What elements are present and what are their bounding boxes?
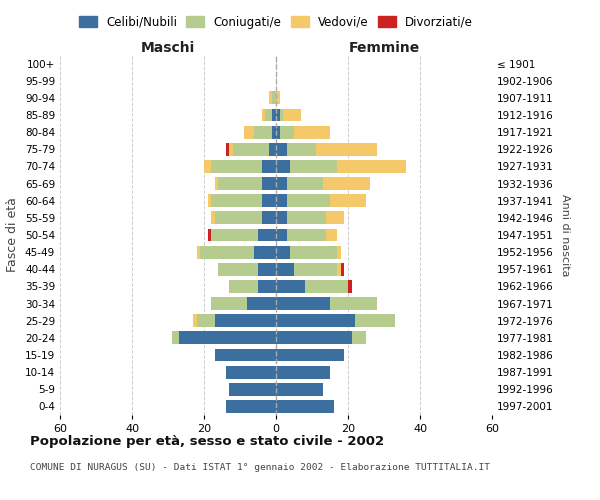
Bar <box>352 332 366 344</box>
Bar <box>337 246 341 258</box>
Bar <box>208 228 211 241</box>
Bar <box>316 143 377 156</box>
Bar <box>276 314 355 327</box>
Bar <box>211 297 247 310</box>
Bar <box>330 297 377 310</box>
Bar <box>337 263 341 276</box>
Bar <box>276 212 287 224</box>
Bar <box>218 263 258 276</box>
Bar <box>211 194 262 207</box>
Text: Popolazione per età, sesso e stato civile - 2002: Popolazione per età, sesso e stato civil… <box>30 435 384 448</box>
Bar <box>226 366 276 378</box>
Bar <box>229 143 233 156</box>
Bar <box>272 92 276 104</box>
Bar <box>179 332 276 344</box>
Bar <box>276 92 280 104</box>
Bar <box>172 332 179 344</box>
Bar <box>337 160 406 173</box>
Bar <box>287 228 326 241</box>
Bar <box>326 228 337 241</box>
Bar <box>276 383 323 396</box>
Bar <box>229 280 258 293</box>
Bar <box>262 212 276 224</box>
Bar <box>276 332 352 344</box>
Bar <box>272 108 276 122</box>
Bar <box>193 314 197 327</box>
Text: Femmine: Femmine <box>349 41 419 55</box>
Bar <box>276 194 287 207</box>
Bar <box>244 126 254 138</box>
Bar <box>215 177 218 190</box>
Bar <box>355 314 395 327</box>
Bar <box>204 160 211 173</box>
Bar <box>276 126 280 138</box>
Bar <box>197 246 200 258</box>
Bar <box>326 212 344 224</box>
Bar <box>269 92 272 104</box>
Bar <box>330 194 366 207</box>
Bar <box>276 263 294 276</box>
Bar <box>215 212 262 224</box>
Bar <box>283 108 301 122</box>
Bar <box>276 348 344 362</box>
Bar <box>290 246 337 258</box>
Legend: Celibi/Nubili, Coniugati/e, Vedovi/e, Divorziati/e: Celibi/Nubili, Coniugati/e, Vedovi/e, Di… <box>74 11 478 34</box>
Bar <box>276 297 330 310</box>
Bar <box>348 280 352 293</box>
Bar <box>211 212 215 224</box>
Bar <box>276 228 287 241</box>
Bar <box>323 177 370 190</box>
Bar <box>197 314 215 327</box>
Bar <box>226 400 276 413</box>
Bar <box>262 177 276 190</box>
Bar <box>276 366 330 378</box>
Bar <box>229 383 276 396</box>
Bar <box>287 194 330 207</box>
Text: COMUNE DI NURAGUS (SU) - Dati ISTAT 1° gennaio 2002 - Elaborazione TUTTITALIA.IT: COMUNE DI NURAGUS (SU) - Dati ISTAT 1° g… <box>30 462 490 471</box>
Bar <box>211 160 262 173</box>
Bar <box>276 246 290 258</box>
Bar <box>280 126 294 138</box>
Bar <box>254 126 272 138</box>
Bar <box>294 126 330 138</box>
Y-axis label: Anni di nascita: Anni di nascita <box>560 194 570 276</box>
Bar <box>262 160 276 173</box>
Bar <box>265 108 272 122</box>
Bar <box>276 400 334 413</box>
Bar <box>247 297 276 310</box>
Bar <box>269 143 276 156</box>
Bar <box>341 263 344 276</box>
Bar <box>208 194 211 207</box>
Bar <box>262 108 265 122</box>
Bar <box>290 160 337 173</box>
Bar <box>262 194 276 207</box>
Bar <box>287 143 316 156</box>
Bar <box>254 246 276 258</box>
Bar <box>287 177 323 190</box>
Bar <box>226 143 229 156</box>
Y-axis label: Fasce di età: Fasce di età <box>7 198 19 272</box>
Bar <box>276 280 305 293</box>
Bar <box>200 246 254 258</box>
Bar <box>276 177 287 190</box>
Bar <box>287 212 326 224</box>
Bar <box>233 143 269 156</box>
Bar <box>215 348 276 362</box>
Bar <box>276 143 287 156</box>
Bar <box>258 263 276 276</box>
Bar <box>280 108 283 122</box>
Bar <box>218 177 262 190</box>
Bar <box>258 228 276 241</box>
Text: Maschi: Maschi <box>141 41 195 55</box>
Bar <box>272 126 276 138</box>
Bar <box>258 280 276 293</box>
Bar <box>294 263 337 276</box>
Bar <box>276 108 280 122</box>
Bar <box>276 160 290 173</box>
Bar <box>305 280 348 293</box>
Bar <box>215 314 276 327</box>
Bar <box>211 228 258 241</box>
